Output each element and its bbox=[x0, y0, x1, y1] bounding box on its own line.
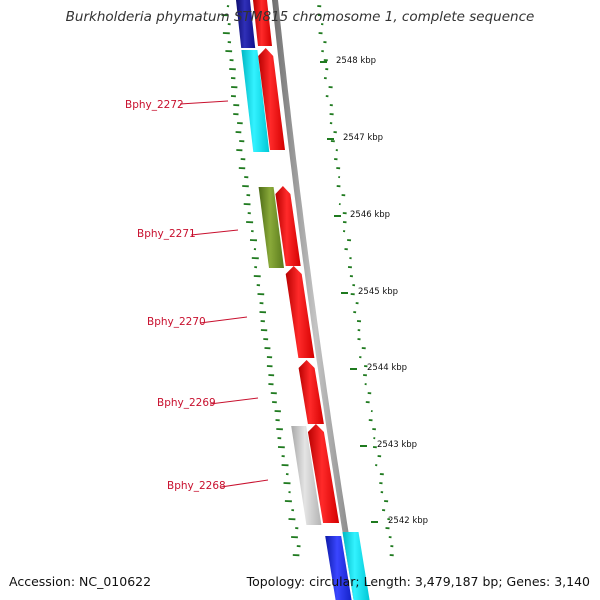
map-title: Burkholderia phymatum STM815 chromosome … bbox=[65, 9, 535, 25]
gc-content-track bbox=[221, 5, 394, 557]
scale-label-2545: 2545 kbp bbox=[358, 287, 399, 297]
gene-blue-bottom[interactable] bbox=[325, 536, 352, 600]
gene-red-2271[interactable] bbox=[275, 186, 301, 266]
label-leader-lines bbox=[179, 100, 269, 488]
gene-label-bphy-2272[interactable]: Bphy_2272 bbox=[125, 99, 184, 111]
leader-bphy-2269 bbox=[209, 397, 259, 405]
gene-cyan-bottom[interactable] bbox=[342, 532, 370, 600]
gene-gray-bphy-2268[interactable] bbox=[291, 426, 322, 525]
scale-label-2546: 2546 kbp bbox=[350, 210, 391, 220]
accession-text: Accession: NC_010622 bbox=[9, 574, 152, 589]
scale-label-2544: 2544 kbp bbox=[367, 363, 408, 373]
gene-red-bphy-2269[interactable] bbox=[298, 360, 324, 424]
gene-red-2268[interactable] bbox=[307, 424, 340, 523]
scale-label-2548: 2548 kbp bbox=[336, 56, 377, 66]
chromosome-backbone bbox=[272, 0, 360, 600]
gene-red-bphy-2270[interactable] bbox=[285, 266, 315, 358]
gene-label-bphy-2270[interactable]: Bphy_2270 bbox=[147, 316, 206, 328]
gene-cyan-bphy-2272[interactable] bbox=[241, 50, 270, 152]
backbone-band bbox=[272, 0, 360, 600]
scale-label-2542: 2542 kbp bbox=[388, 516, 429, 526]
leader-bphy-2272 bbox=[179, 100, 229, 105]
leader-bphy-2270 bbox=[199, 316, 248, 324]
gene-label-bphy-2268[interactable]: Bphy_2268 bbox=[167, 480, 226, 492]
gene-red-2272[interactable] bbox=[258, 48, 285, 150]
topology-summary: Topology: circular; Length: 3,479,187 bp… bbox=[246, 574, 590, 589]
gene-red-top[interactable] bbox=[253, 0, 272, 46]
gene-label-bphy-2271[interactable]: Bphy_2271 bbox=[137, 228, 196, 240]
gene-navy-top[interactable] bbox=[236, 0, 256, 48]
gene-track bbox=[236, 0, 370, 600]
leader-bphy-2268 bbox=[220, 479, 269, 488]
gene-label-bphy-2269[interactable]: Bphy_2269 bbox=[157, 397, 216, 409]
scale-label-2547: 2547 kbp bbox=[343, 133, 384, 143]
scale-label-2543: 2543 kbp bbox=[377, 440, 418, 450]
gene-olive-bphy-2271[interactable] bbox=[258, 187, 284, 268]
leader-bphy-2271 bbox=[190, 229, 239, 236]
